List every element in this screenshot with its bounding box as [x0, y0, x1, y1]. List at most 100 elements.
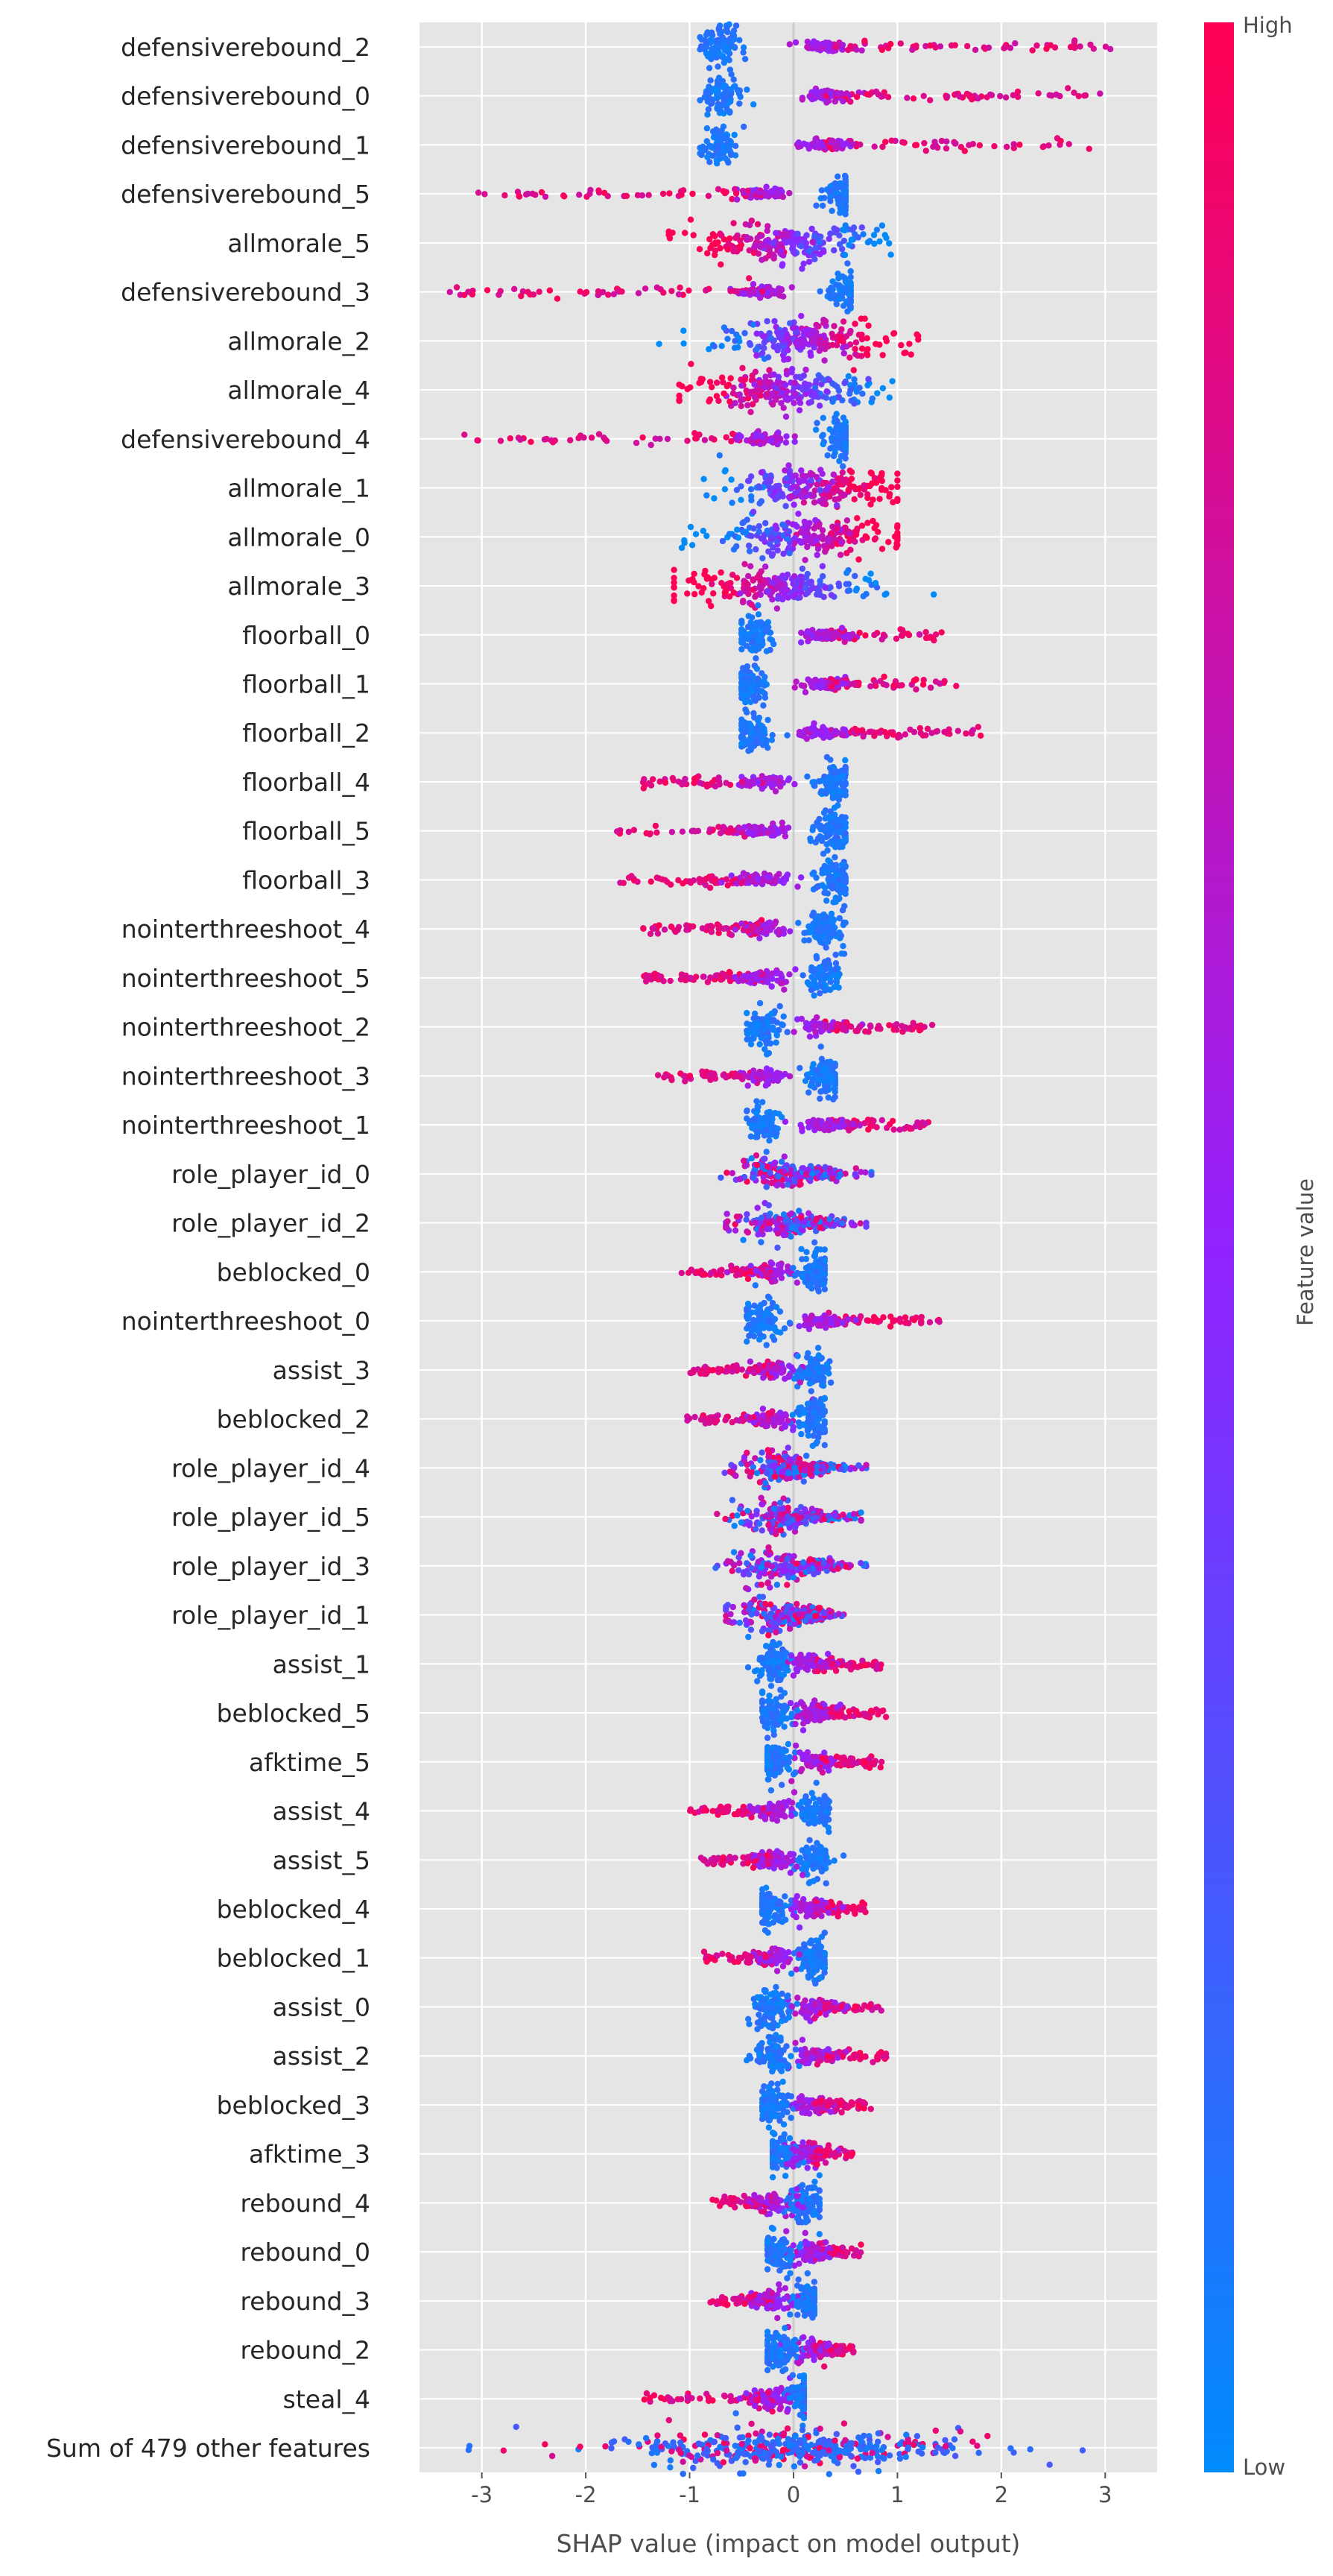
data-point — [1014, 88, 1022, 95]
data-point — [717, 244, 724, 252]
data-point — [798, 243, 805, 250]
data-point — [846, 300, 852, 306]
data-point — [829, 207, 835, 215]
data-point — [711, 575, 718, 581]
data-point — [810, 492, 817, 499]
data-point — [915, 336, 922, 343]
data-point — [819, 470, 826, 477]
data-point — [736, 243, 743, 250]
data-point — [778, 971, 785, 979]
data-point — [791, 438, 798, 445]
data-point — [849, 631, 856, 637]
data-point — [727, 91, 734, 98]
data-point — [832, 1093, 838, 1100]
data-point — [727, 584, 735, 592]
data-point — [668, 288, 675, 294]
data-point — [864, 346, 871, 353]
data-point — [840, 463, 846, 470]
data-point — [826, 493, 833, 500]
data-point — [755, 611, 762, 618]
data-point — [708, 435, 715, 442]
data-point — [779, 819, 786, 826]
data-point — [773, 605, 781, 612]
data-point — [683, 926, 690, 933]
data-point — [728, 438, 735, 445]
data-point — [781, 986, 788, 993]
data-point — [898, 341, 905, 349]
data-point — [666, 235, 674, 242]
data-point — [768, 637, 776, 644]
data-point — [811, 384, 819, 391]
data-point — [757, 631, 764, 638]
data-point — [761, 1022, 767, 1029]
data-point — [927, 42, 934, 49]
data-point — [785, 347, 791, 354]
data-point — [687, 523, 694, 531]
data-point — [966, 142, 972, 148]
data-point — [824, 847, 831, 854]
data-point — [919, 732, 927, 739]
data-point — [843, 140, 849, 147]
data-point — [802, 584, 808, 592]
data-point — [807, 1082, 814, 1089]
data-point — [662, 1073, 669, 1079]
data-point — [813, 393, 820, 400]
data-point — [1014, 93, 1022, 101]
data-point — [812, 244, 819, 252]
data-point — [797, 339, 805, 347]
data-point — [753, 666, 761, 672]
data-point — [776, 928, 783, 935]
data-point — [1057, 92, 1063, 100]
data-point — [697, 34, 703, 41]
data-point — [841, 196, 849, 203]
data-point — [791, 501, 797, 508]
data-point — [623, 192, 630, 200]
feature-row-points — [475, 172, 849, 229]
data-point — [773, 1032, 780, 1038]
data-point — [744, 86, 750, 93]
data-point — [764, 223, 771, 230]
data-point — [929, 635, 937, 642]
data-point — [744, 928, 751, 935]
data-point — [1097, 90, 1104, 97]
data-point — [739, 779, 746, 786]
data-point — [654, 1072, 662, 1079]
data-point — [730, 76, 737, 83]
data-point — [872, 580, 879, 587]
data-point — [852, 587, 860, 594]
data-point — [639, 192, 646, 199]
data-point — [798, 312, 805, 320]
data-point — [764, 527, 771, 534]
data-point — [728, 932, 735, 938]
data-point — [738, 617, 745, 625]
data-point — [684, 438, 691, 444]
data-point — [829, 479, 836, 485]
data-point — [834, 90, 841, 97]
data-point — [828, 683, 835, 690]
data-point — [769, 1024, 776, 1031]
data-point — [876, 496, 883, 502]
data-point — [772, 788, 779, 795]
data-point — [957, 93, 963, 100]
data-point — [704, 250, 711, 256]
data-point — [754, 1023, 762, 1029]
data-point — [820, 320, 827, 326]
data-point — [775, 373, 782, 380]
data-point — [576, 192, 583, 198]
data-point — [855, 727, 861, 734]
data-point — [842, 837, 849, 845]
data-point — [1033, 42, 1040, 49]
data-point — [963, 730, 969, 737]
data-point — [819, 870, 826, 877]
data-point — [985, 44, 992, 51]
data-point — [779, 251, 785, 258]
data-point — [706, 826, 714, 833]
data-point — [853, 46, 860, 53]
data-point — [842, 278, 849, 285]
data-point — [770, 586, 777, 593]
data-point — [753, 346, 760, 353]
data-point — [924, 725, 931, 732]
data-point — [852, 572, 858, 579]
data-point — [801, 682, 808, 689]
data-point — [759, 288, 765, 295]
